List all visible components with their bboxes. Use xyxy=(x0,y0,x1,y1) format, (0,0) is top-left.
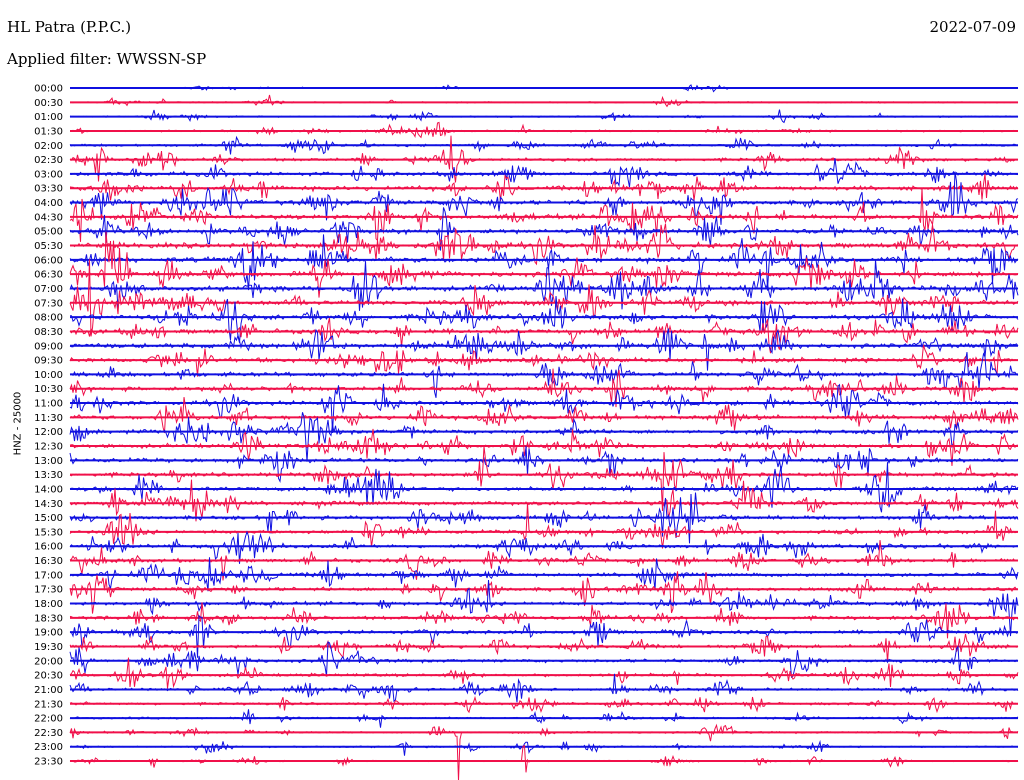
trace-row-2230 xyxy=(69,723,1019,780)
time-label: 00:00 xyxy=(34,84,63,95)
time-label: 18:30 xyxy=(34,613,63,624)
station-title: HL Patra (P.P.C.) xyxy=(7,18,132,36)
time-label: 07:30 xyxy=(34,298,63,309)
trace-row-1430 xyxy=(69,479,1019,522)
time-label: 21:30 xyxy=(34,699,63,710)
time-label: 10:30 xyxy=(34,384,63,395)
trace-row-2330 xyxy=(69,744,1019,773)
time-label: 22:30 xyxy=(34,728,63,739)
time-label: 23:30 xyxy=(34,757,63,768)
time-label: 23:00 xyxy=(34,742,63,753)
time-label: 06:00 xyxy=(34,255,63,266)
time-label: 13:00 xyxy=(34,456,63,467)
trace-row-0800 xyxy=(70,296,1019,343)
trace-row-1530 xyxy=(69,502,1019,549)
time-label: 00:30 xyxy=(34,98,63,109)
trace-row-0030 xyxy=(70,94,1019,108)
time-label: 12:30 xyxy=(34,442,63,453)
time-label: 11:30 xyxy=(34,413,63,424)
time-label: 05:30 xyxy=(34,241,63,252)
trace-row-2100 xyxy=(69,673,1019,703)
time-label: 09:00 xyxy=(34,341,63,352)
time-label: 15:30 xyxy=(34,527,63,538)
time-label: 02:30 xyxy=(34,155,63,166)
time-label: 19:00 xyxy=(34,628,63,639)
trace-row-1930 xyxy=(69,633,1019,663)
time-label: 03:30 xyxy=(34,184,63,195)
trace-row-0700 xyxy=(69,259,1019,311)
trace-row-1900 xyxy=(69,614,1019,658)
time-label: 21:00 xyxy=(34,685,63,696)
time-label: 06:30 xyxy=(34,270,63,281)
time-label: 04:00 xyxy=(34,198,63,209)
time-label: 16:00 xyxy=(34,542,63,553)
time-label: 14:00 xyxy=(34,484,63,495)
time-label: 20:00 xyxy=(34,656,63,667)
time-label: 18:00 xyxy=(34,599,63,610)
trace-row-1200 xyxy=(69,412,1019,462)
time-label: 16:30 xyxy=(34,556,63,567)
trace-row-2030 xyxy=(69,657,1019,689)
time-label: 17:00 xyxy=(34,570,63,581)
time-label: 20:30 xyxy=(34,671,63,682)
trace-row-0900 xyxy=(69,328,1019,371)
time-label: 08:00 xyxy=(34,313,63,324)
time-label: 03:00 xyxy=(34,169,63,180)
time-tick-labels: 00:00 00:30 01:00 01:30 02:00 02:30 03:00 03:30… xyxy=(34,84,63,768)
time-label: 22:00 xyxy=(34,714,63,725)
time-label: 01:30 xyxy=(34,126,63,137)
seismogram-traces xyxy=(69,84,1019,780)
trace-row-0130 xyxy=(69,121,1019,139)
time-label: 09:30 xyxy=(34,356,63,367)
trace-row-0300 xyxy=(69,158,1019,188)
time-label: 05:00 xyxy=(34,227,63,238)
time-label: 04:30 xyxy=(34,212,63,223)
time-label: 11:00 xyxy=(34,399,63,410)
time-label: 14:30 xyxy=(34,499,63,510)
time-label: 01:00 xyxy=(34,112,63,123)
time-label: 02:00 xyxy=(34,141,63,152)
trace-row-1400 xyxy=(69,462,1019,513)
filter-label: Applied filter: WWSSN-SP xyxy=(7,50,207,68)
date-label: 2022-07-09 xyxy=(929,18,1016,36)
time-label: 12:00 xyxy=(34,427,63,438)
time-label: 07:00 xyxy=(34,284,63,295)
time-label: 19:30 xyxy=(34,642,63,653)
time-label: 15:00 xyxy=(34,513,63,524)
time-label: 10:00 xyxy=(34,370,63,381)
trace-row-2300 xyxy=(69,739,1019,756)
time-label: 17:30 xyxy=(34,585,63,596)
time-label: 08:30 xyxy=(34,327,63,338)
time-label: 13:30 xyxy=(34,470,63,481)
trace-row-1100 xyxy=(69,383,1019,434)
